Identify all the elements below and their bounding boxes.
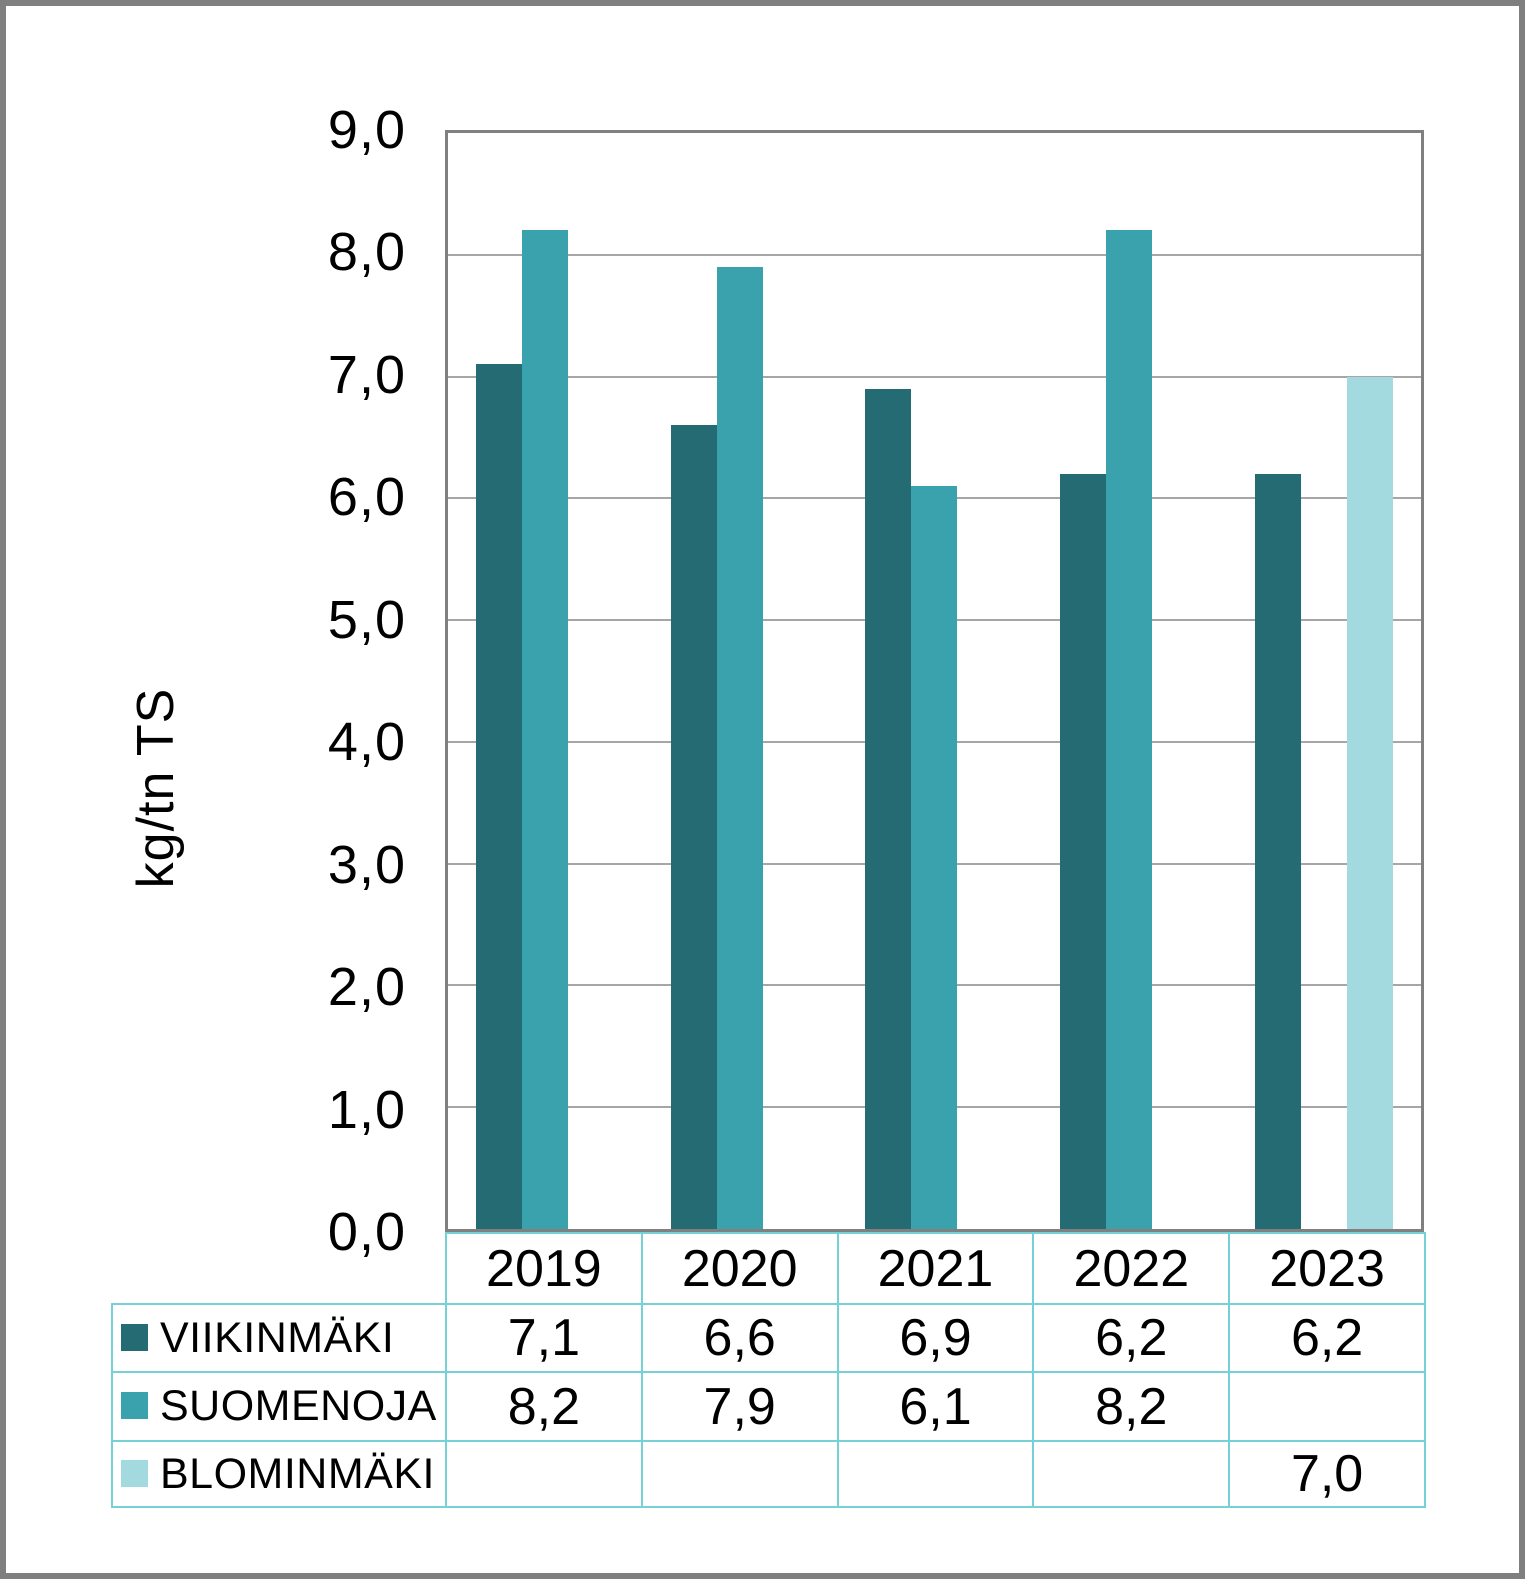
series-name: SUOMENOJA: [160, 1382, 437, 1430]
y-tick-label: 2,0: [327, 957, 406, 1018]
bar-slot: [763, 133, 809, 1229]
bar-slot: [957, 133, 1003, 1229]
y-axis-title: kg/tn TS: [127, 687, 185, 889]
table-value-cell: 8,2: [1032, 1371, 1231, 1442]
table-header-row: 2019 2020 2021 2022 2023: [112, 1232, 1426, 1305]
table-value-cell: 6,2: [1032, 1303, 1231, 1373]
y-tick-label: 5,0: [327, 589, 406, 650]
table-value-cell: 7,0: [1228, 1440, 1426, 1508]
table-row-blominmäki: BLOMINMÄKI 7,0: [111, 1440, 1426, 1508]
bar-slot: [1106, 133, 1153, 1229]
table-value-cell: 8,2: [445, 1371, 643, 1442]
bar-viikinmäki-2021: [865, 388, 912, 1229]
table-year-header: 2023: [1228, 1232, 1426, 1305]
table-year-header: 2021: [836, 1232, 1035, 1305]
bar-viikinmäki-2019: [476, 364, 523, 1229]
bar-group-2021: [837, 133, 1032, 1229]
bar-group-2023: [1226, 133, 1421, 1229]
table-row-viikinmäki: VIIKINMÄKI 7,1 6,6 6,9 6,2 6,2: [111, 1303, 1426, 1373]
bar-viikinmäki-2022: [1060, 473, 1107, 1229]
series-name: BLOMINMÄKI: [160, 1449, 435, 1498]
bar-slot: [522, 133, 569, 1229]
bar-slot: [1346, 133, 1393, 1229]
y-tick-label: 4,0: [327, 712, 406, 773]
table-year-header: 2022: [1032, 1232, 1231, 1305]
table-value-cell: [836, 1440, 1035, 1508]
bar-slot: [568, 133, 614, 1229]
y-tick-label: 6,0: [327, 467, 406, 528]
table-value-cell: [640, 1440, 839, 1508]
table-row-suomenoja: SUOMENOJA 8,2 7,9 6,1 8,2: [111, 1371, 1426, 1442]
bar-suomenoja-2021: [911, 486, 958, 1229]
bar-slot: [865, 133, 912, 1229]
bar-slot: [911, 133, 958, 1229]
bar-slot: [1060, 133, 1107, 1229]
legend-label-viikinmäki: VIIKINMÄKI: [111, 1303, 447, 1373]
bar-viikinmäki-2023: [1254, 473, 1301, 1229]
legend-swatch-viikinmäki: [121, 1323, 148, 1351]
bar-group-2019: [448, 133, 643, 1229]
y-axis-ticks: 0,0 1,0 2,0 3,0 4,0 5,0 6,0 7,0 8,0 9,0: [186, 100, 406, 1262]
table-header-spacer: [112, 1233, 446, 1304]
table-value-cell: [1228, 1371, 1426, 1442]
table-value-cell: [1032, 1440, 1231, 1508]
gridline: [448, 253, 1421, 256]
table-value-cell: [445, 1440, 643, 1508]
bar-group-2022: [1032, 133, 1227, 1229]
legend-label-blominmäki: BLOMINMÄKI: [111, 1440, 447, 1508]
table-value-cell: 6,1: [836, 1371, 1035, 1442]
legend-label-suomenoja: SUOMENOJA: [111, 1371, 447, 1442]
y-tick-label: 8,0: [327, 222, 406, 283]
bar-slot: [1301, 133, 1347, 1229]
table-value-cell: 7,9: [640, 1371, 839, 1442]
legend-swatch-suomenoja: [121, 1392, 148, 1420]
bar-slot: [716, 133, 763, 1229]
table-value-cell: 6,2: [1228, 1303, 1426, 1373]
y-tick-label: 1,0: [327, 1079, 406, 1140]
bar-suomenoja-2020: [716, 266, 763, 1229]
bar-suomenoja-2019: [522, 230, 569, 1229]
table-year-header: 2019: [445, 1232, 643, 1305]
bar-blominmäki-2023: [1346, 376, 1393, 1229]
bar-suomenoja-2022: [1106, 230, 1153, 1229]
bar-group-2020: [643, 133, 838, 1229]
bar-slot: [670, 133, 717, 1229]
table-value-cell: 6,9: [836, 1303, 1035, 1373]
y-tick-label: 7,0: [327, 344, 406, 405]
series-name: VIIKINMÄKI: [160, 1313, 395, 1362]
bar-slot: [1152, 133, 1198, 1229]
table-value-cell: 7,1: [445, 1303, 643, 1373]
legend-swatch-blominmäki: [121, 1459, 148, 1487]
plot-area: [445, 130, 1424, 1232]
y-tick-label: 3,0: [327, 834, 406, 895]
gridline: [448, 375, 1421, 378]
y-tick-label: 9,0: [327, 100, 406, 160]
bar-slot: [1254, 133, 1301, 1229]
table-year-header: 2020: [640, 1232, 839, 1305]
bar-slot: [476, 133, 523, 1229]
y-tick-label: 0,0: [327, 1202, 406, 1262]
table-value-cell: 6,6: [640, 1303, 839, 1373]
bar-viikinmäki-2020: [670, 425, 717, 1229]
data-table: 2019 2020 2021 2022 2023 VIIKINMÄKI 7,1 6,6 6,9 6…: [111, 1232, 1426, 1508]
